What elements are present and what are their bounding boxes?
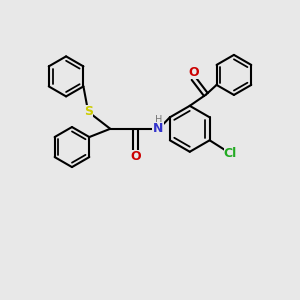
Text: N: N (153, 122, 164, 135)
Text: S: S (84, 105, 93, 118)
Text: O: O (130, 150, 141, 163)
Text: H: H (154, 115, 162, 125)
Text: O: O (188, 66, 199, 79)
Text: Cl: Cl (224, 147, 237, 160)
